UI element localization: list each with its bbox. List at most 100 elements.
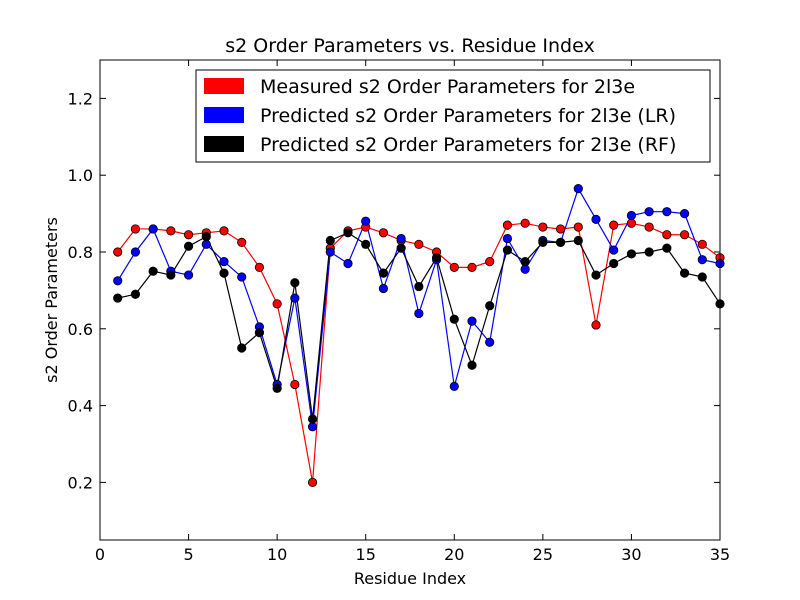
legend-label-1: Measured s2 Order Parameters for 2l3e (260, 76, 635, 98)
y-tick-label: 1.2 (68, 89, 93, 108)
chart-title: s2 Order Parameters vs. Residue Index (225, 35, 594, 57)
series-3-point (431, 253, 442, 263)
series-2-point (378, 283, 389, 294)
series-line-3 (117, 232, 721, 420)
series-1-point (679, 230, 690, 240)
series-3-point (290, 278, 300, 288)
series-2-point (573, 184, 583, 194)
legend-label-3: Predicted s2 Order Parameters for 2l3e (… (260, 134, 676, 156)
y-tick-label: 0.6 (68, 320, 93, 339)
series-2-point (502, 233, 513, 244)
series-3-point (166, 270, 176, 280)
x-tick-label: 25 (533, 545, 553, 564)
series-1-point (467, 262, 477, 272)
x-tick-label: 10 (267, 545, 287, 564)
series-1-point (644, 222, 654, 232)
series-3-point (679, 268, 690, 278)
legend-box (195, 69, 711, 163)
series-1-point (520, 218, 530, 228)
series-1-point (130, 224, 141, 234)
x-axis: 0 5 10 15 20 25 30 35 (95, 60, 730, 564)
series-1-point (485, 256, 495, 267)
series-2-point (520, 264, 530, 274)
legend-swatch-1 (204, 78, 244, 94)
series-3-point (343, 228, 353, 238)
legend: Measured s2 Order Parameters for 2l3e Pre… (195, 69, 711, 163)
series-3-point (467, 360, 477, 370)
series-2-point (644, 207, 654, 217)
y-tick-label: 0.8 (68, 243, 93, 262)
series-3-point (113, 293, 123, 303)
series-3-point (538, 237, 548, 247)
series-2-point (219, 256, 229, 267)
series-1-point (449, 262, 459, 272)
series-3-point (414, 281, 424, 292)
series-3-point (555, 237, 566, 247)
x-tick-label: 5 (183, 545, 193, 564)
series-2-point (662, 207, 672, 217)
series-3-point (697, 272, 707, 282)
series-2-point (679, 209, 690, 219)
series-1-point (290, 379, 300, 390)
series-1-point (113, 247, 123, 257)
series-2-point (130, 247, 141, 257)
series-2-point (626, 210, 637, 221)
series-2-point (609, 245, 619, 255)
series-1-point (414, 239, 424, 249)
series-3-point (591, 270, 601, 280)
series-3-point (237, 343, 247, 353)
series-1-point (697, 239, 707, 249)
series-3-point (396, 243, 406, 253)
series-1-point (378, 228, 389, 238)
series-1-point (502, 220, 513, 230)
series-3-point (378, 268, 389, 278)
series-2-point (414, 308, 424, 319)
series-3-point (201, 232, 211, 242)
series-1-point (662, 230, 672, 240)
y-tick-label: 1.0 (68, 166, 93, 185)
series-2-point (113, 276, 123, 286)
series-1-point (272, 299, 282, 309)
series-3-point (148, 266, 158, 276)
series-2-point (361, 216, 371, 226)
series-3-point (662, 243, 672, 253)
series-2-point (325, 247, 335, 257)
series-1-point (609, 220, 619, 230)
series-3-point (272, 383, 282, 393)
series-3-point (449, 314, 459, 324)
series-3-point (219, 268, 229, 278)
series-line-1 (117, 222, 721, 483)
series-3-point (485, 301, 495, 311)
series-2-point (201, 239, 211, 249)
y-tick-label: 0.4 (68, 397, 93, 416)
legend-swatch-2 (204, 107, 244, 123)
series-2-point (148, 224, 158, 234)
plot-frame (99, 59, 721, 541)
series-3-point (502, 245, 513, 255)
series-3-point (573, 235, 583, 246)
series-2-point (591, 214, 601, 224)
series-1-point (219, 226, 229, 236)
series-3-point (626, 249, 637, 259)
series-2-point (485, 337, 495, 347)
series-1-point (626, 218, 637, 228)
series-1-point (538, 222, 548, 232)
x-tick-label: 30 (621, 545, 641, 564)
series-1-point (307, 477, 318, 487)
series-2-point (307, 422, 318, 432)
series-3-point (361, 239, 371, 249)
x-tick-label: 35 (710, 545, 730, 564)
series-1-point (591, 320, 601, 330)
series-3-point (183, 241, 194, 251)
x-tick-label: 0 (95, 545, 105, 564)
y-axis: 0.2 0.4 0.6 0.8 1.0 1.2 (68, 89, 720, 492)
series-1-point (254, 262, 265, 272)
series-1-point (237, 237, 247, 247)
series-1-point (573, 222, 583, 232)
series-2-point (467, 316, 477, 326)
series-2-point (183, 270, 194, 280)
series-3-point (609, 258, 619, 269)
series-2-point (343, 258, 353, 269)
series-2-point (237, 272, 247, 282)
x-tick-label: 15 (356, 545, 376, 564)
